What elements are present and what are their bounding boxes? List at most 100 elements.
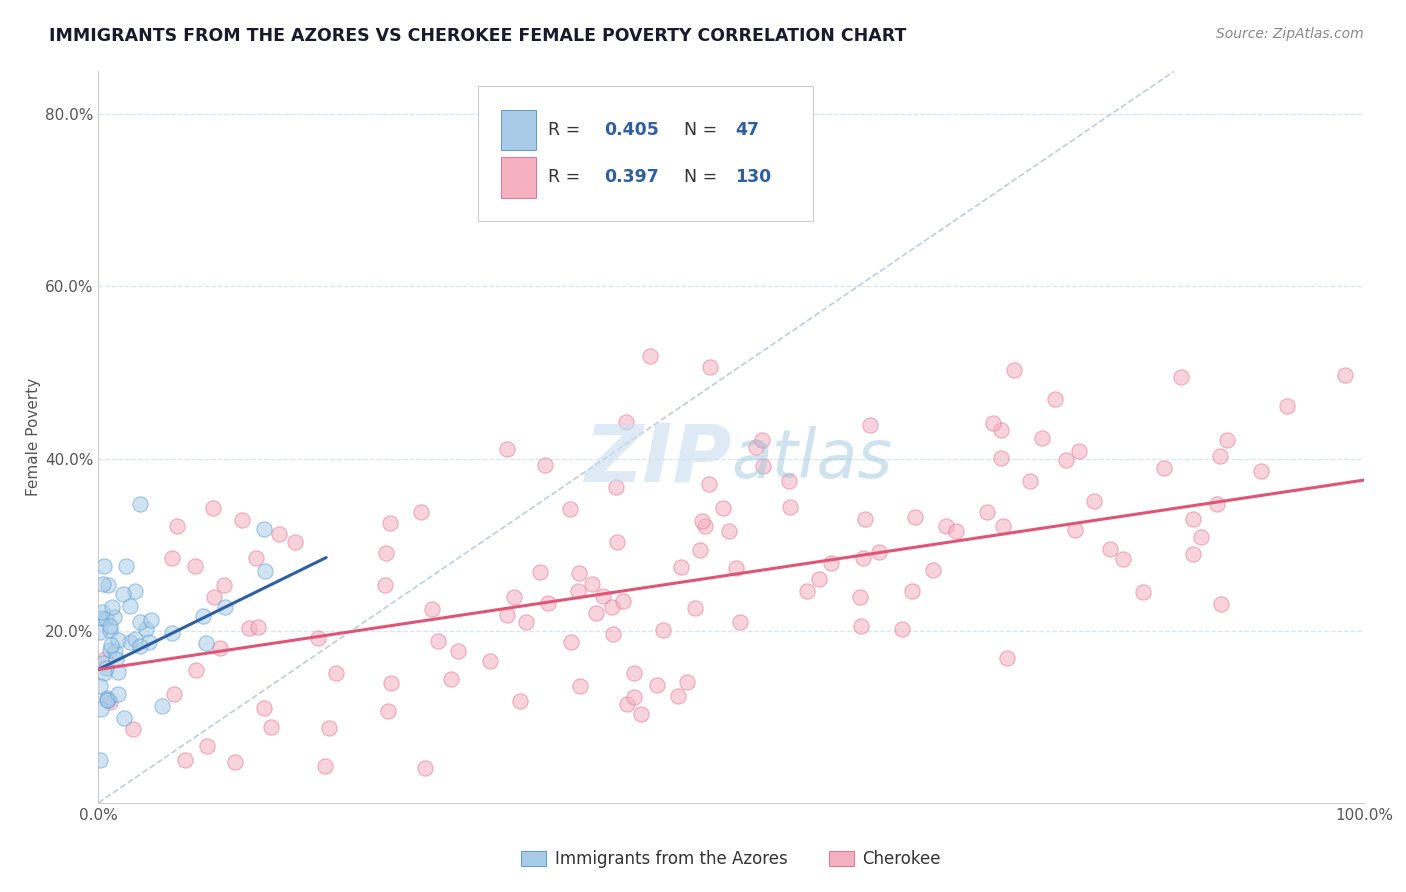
- Point: [503, 590, 526, 604]
- Point: [253, 700, 276, 714]
- Point: [97, 693, 120, 707]
- Point: [560, 634, 582, 648]
- Point: [1170, 370, 1192, 384]
- Point: [991, 519, 1014, 533]
- Point: [260, 720, 283, 734]
- Point: [1002, 363, 1025, 377]
- Point: [1182, 511, 1205, 525]
- Point: [638, 349, 661, 363]
- Point: [537, 596, 560, 610]
- Point: [122, 722, 145, 736]
- Point: [921, 563, 943, 577]
- Point: [1112, 551, 1135, 566]
- Text: 0.397: 0.397: [605, 169, 659, 186]
- Point: [413, 761, 436, 775]
- Point: [630, 707, 652, 722]
- Text: ZIP: ZIP: [583, 420, 731, 498]
- Point: [713, 501, 735, 516]
- Point: [569, 679, 592, 693]
- Point: [990, 451, 1012, 466]
- Legend: Immigrants from the Azores, Cherokee: Immigrants from the Azores, Cherokee: [515, 844, 948, 875]
- Point: [534, 458, 557, 472]
- Point: [378, 516, 401, 531]
- Point: [96, 693, 118, 707]
- Point: [1132, 585, 1154, 599]
- Point: [568, 566, 591, 580]
- Point: [427, 634, 450, 648]
- Point: [859, 418, 882, 433]
- Point: [90, 611, 112, 625]
- Point: [666, 689, 689, 703]
- Point: [112, 587, 135, 601]
- Point: [945, 524, 967, 538]
- Point: [139, 613, 162, 627]
- Point: [697, 477, 720, 491]
- Point: [1189, 530, 1212, 544]
- Point: [440, 672, 463, 686]
- FancyBboxPatch shape: [478, 86, 813, 221]
- Point: [195, 739, 218, 753]
- Point: [935, 519, 957, 533]
- Point: [89, 753, 111, 767]
- Point: [307, 631, 329, 645]
- Point: [585, 606, 607, 620]
- Point: [778, 474, 800, 488]
- Point: [724, 561, 747, 575]
- Point: [246, 620, 269, 634]
- Point: [623, 690, 645, 704]
- Point: [602, 627, 624, 641]
- Point: [614, 415, 637, 429]
- Point: [868, 545, 890, 559]
- Point: [717, 524, 740, 538]
- Point: [1063, 523, 1085, 537]
- Point: [496, 442, 519, 456]
- Point: [600, 599, 623, 614]
- Point: [238, 621, 260, 635]
- Point: [184, 663, 207, 677]
- Point: [325, 666, 347, 681]
- Point: [690, 514, 713, 528]
- Point: [669, 559, 692, 574]
- Point: [124, 632, 146, 646]
- Point: [380, 676, 402, 690]
- Point: [852, 551, 875, 566]
- Point: [128, 639, 150, 653]
- Point: [98, 643, 121, 657]
- Point: [529, 565, 551, 579]
- Point: [150, 698, 173, 713]
- Point: [807, 572, 830, 586]
- Point: [779, 500, 801, 514]
- Point: [904, 510, 927, 524]
- Point: [1153, 461, 1175, 475]
- Point: [374, 578, 396, 592]
- Point: [267, 527, 290, 541]
- Text: N =: N =: [685, 121, 723, 139]
- Point: [744, 440, 766, 454]
- Point: [98, 695, 121, 709]
- Point: [820, 556, 842, 570]
- Text: R =: R =: [547, 121, 585, 139]
- Point: [90, 702, 112, 716]
- Point: [231, 512, 253, 526]
- Point: [605, 480, 627, 494]
- Point: [447, 644, 470, 658]
- Point: [606, 535, 628, 549]
- Text: 130: 130: [735, 169, 770, 186]
- Point: [478, 654, 501, 668]
- Bar: [501, 110, 536, 150]
- Point: [93, 652, 117, 666]
- Point: [890, 622, 912, 636]
- Point: [114, 711, 136, 725]
- Point: [91, 577, 114, 591]
- Point: [97, 578, 120, 592]
- Point: [496, 608, 519, 623]
- Point: [98, 619, 121, 633]
- Point: [699, 359, 721, 374]
- Point: [314, 759, 336, 773]
- Point: [995, 651, 1018, 665]
- Point: [160, 625, 183, 640]
- Point: [115, 558, 138, 573]
- Text: IMMIGRANTS FROM THE AZORES VS CHEROKEE FEMALE POVERTY CORRELATION CHART: IMMIGRANTS FROM THE AZORES VS CHEROKEE F…: [49, 27, 907, 45]
- Text: 47: 47: [735, 121, 759, 139]
- Point: [1043, 392, 1066, 406]
